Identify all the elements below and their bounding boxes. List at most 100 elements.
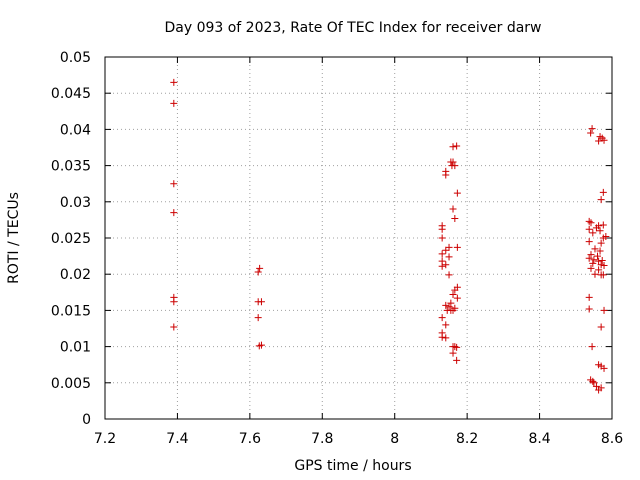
data-point bbox=[449, 205, 457, 213]
data-point bbox=[600, 306, 608, 314]
data-point bbox=[591, 270, 599, 278]
data-point bbox=[170, 209, 178, 217]
y-tick-label: 0 bbox=[82, 412, 91, 428]
data-point bbox=[442, 246, 450, 254]
x-tick-label: 7.4 bbox=[166, 431, 188, 447]
data-point bbox=[449, 290, 457, 298]
x-axis-label: GPS time / hours bbox=[294, 458, 411, 474]
data-point bbox=[591, 245, 599, 253]
data-point bbox=[445, 271, 453, 279]
data-point bbox=[254, 314, 262, 322]
data-point bbox=[585, 238, 593, 246]
data-point bbox=[587, 264, 595, 272]
data-point bbox=[585, 305, 593, 313]
x-tick-label: 8.4 bbox=[528, 431, 550, 447]
chart-title: Day 093 of 2023, Rate Of TEC Index for r… bbox=[164, 20, 541, 36]
data-point bbox=[588, 343, 596, 351]
data-points bbox=[170, 78, 610, 394]
data-point bbox=[595, 266, 603, 274]
data-point bbox=[594, 252, 602, 260]
data-point bbox=[257, 341, 265, 349]
grid bbox=[105, 57, 612, 419]
data-point bbox=[592, 224, 600, 232]
y-tick-label: 0.025 bbox=[51, 231, 91, 247]
data-point bbox=[600, 364, 608, 372]
data-point bbox=[589, 377, 597, 385]
data-point bbox=[602, 233, 610, 241]
data-point bbox=[585, 293, 593, 301]
data-point bbox=[598, 256, 606, 264]
data-point bbox=[170, 323, 178, 331]
x-tick-label: 7.8 bbox=[311, 431, 333, 447]
data-point bbox=[596, 227, 604, 235]
x-tick-label: 8.6 bbox=[601, 431, 623, 447]
data-point bbox=[453, 243, 461, 251]
data-point bbox=[600, 262, 608, 270]
data-point bbox=[597, 196, 605, 204]
data-point bbox=[438, 250, 446, 258]
y-tick-label: 0.04 bbox=[60, 122, 91, 138]
data-point bbox=[170, 99, 178, 107]
data-point bbox=[445, 303, 453, 311]
data-point bbox=[453, 189, 461, 197]
data-point bbox=[445, 253, 453, 261]
data-point bbox=[597, 239, 605, 247]
data-point bbox=[438, 234, 446, 242]
data-point bbox=[590, 256, 598, 264]
y-tick-label: 0.035 bbox=[51, 159, 91, 175]
data-point bbox=[585, 254, 593, 262]
data-point bbox=[170, 78, 178, 86]
axes: 7.2 7.4 7.6 7.8 8 8.2 8.4 8.6 0 0.005 0.01 0.015 0.0… bbox=[51, 50, 623, 447]
data-point bbox=[447, 299, 455, 307]
data-point bbox=[597, 261, 605, 269]
data-point bbox=[453, 343, 461, 351]
data-point bbox=[451, 286, 459, 294]
data-point bbox=[599, 221, 607, 229]
data-point bbox=[453, 294, 461, 302]
data-point bbox=[438, 333, 446, 341]
data-point bbox=[445, 243, 453, 251]
y-tick-label: 0.045 bbox=[51, 86, 91, 102]
x-tick-label: 8.2 bbox=[456, 431, 478, 447]
data-point bbox=[438, 225, 446, 233]
data-point bbox=[442, 301, 450, 309]
y-tick-label: 0.02 bbox=[60, 267, 91, 283]
x-tick-label: 8 bbox=[390, 431, 399, 447]
y-tick-label: 0.03 bbox=[60, 195, 91, 211]
data-point bbox=[254, 268, 262, 276]
data-point bbox=[585, 217, 593, 225]
data-point bbox=[442, 171, 450, 179]
data-point bbox=[595, 257, 603, 265]
x-tick-label: 7.6 bbox=[239, 431, 261, 447]
data-point bbox=[442, 261, 450, 269]
y-tick-label: 0.015 bbox=[51, 303, 91, 319]
data-point bbox=[451, 214, 459, 222]
data-point bbox=[588, 125, 596, 133]
data-point bbox=[442, 334, 450, 342]
data-point bbox=[599, 271, 607, 279]
data-point bbox=[453, 356, 461, 364]
data-point bbox=[595, 137, 603, 145]
data-point bbox=[257, 298, 265, 306]
data-point bbox=[170, 180, 178, 188]
data-point bbox=[596, 247, 604, 255]
data-point bbox=[587, 251, 595, 259]
data-point bbox=[592, 382, 600, 390]
data-point bbox=[449, 349, 457, 357]
data-point bbox=[587, 219, 595, 227]
data-point bbox=[600, 136, 608, 144]
data-point bbox=[597, 384, 605, 392]
data-point bbox=[451, 343, 459, 351]
data-point bbox=[590, 379, 598, 387]
data-point bbox=[438, 262, 446, 270]
y-tick-label: 0.01 bbox=[60, 340, 91, 356]
y-axis-label: ROTI / TECUs bbox=[6, 192, 22, 284]
data-point bbox=[170, 298, 178, 306]
data-point bbox=[587, 129, 595, 137]
y-tick-label: 0.005 bbox=[51, 376, 91, 392]
data-point bbox=[453, 142, 461, 150]
data-point bbox=[438, 314, 446, 322]
data-point bbox=[449, 306, 457, 314]
data-point bbox=[589, 259, 597, 267]
